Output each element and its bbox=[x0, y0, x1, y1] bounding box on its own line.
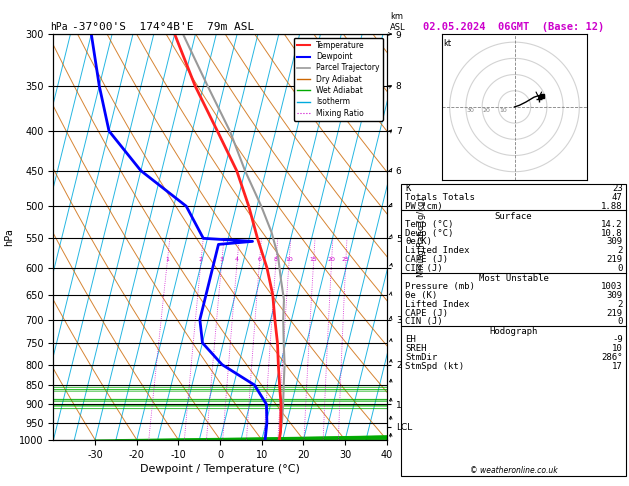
Text: 3: 3 bbox=[220, 257, 224, 262]
Text: Dewp (°C): Dewp (°C) bbox=[405, 228, 454, 238]
Text: Hodograph: Hodograph bbox=[489, 327, 538, 336]
Text: 2: 2 bbox=[199, 257, 203, 262]
Text: 4: 4 bbox=[235, 257, 239, 262]
Text: 17: 17 bbox=[612, 362, 623, 371]
Text: 219: 219 bbox=[606, 255, 623, 264]
Text: Most Unstable: Most Unstable bbox=[479, 274, 548, 283]
Text: 10: 10 bbox=[285, 257, 293, 262]
X-axis label: Dewpoint / Temperature (°C): Dewpoint / Temperature (°C) bbox=[140, 464, 300, 474]
Text: © weatheronline.co.uk: © weatheronline.co.uk bbox=[470, 466, 557, 475]
Text: 0: 0 bbox=[617, 264, 623, 273]
Text: 309: 309 bbox=[606, 291, 623, 300]
Text: 6: 6 bbox=[257, 257, 262, 262]
Text: Temp (°C): Temp (°C) bbox=[405, 220, 454, 229]
Text: K: K bbox=[405, 184, 411, 193]
Text: 25: 25 bbox=[342, 257, 350, 262]
Text: 2: 2 bbox=[617, 246, 623, 255]
Text: 20: 20 bbox=[483, 108, 491, 113]
Text: 30: 30 bbox=[467, 108, 475, 113]
Text: Pressure (mb): Pressure (mb) bbox=[405, 282, 475, 291]
Text: -37°00'S  174°4B'E  79m ASL: -37°00'S 174°4B'E 79m ASL bbox=[72, 21, 255, 32]
Text: 14.2: 14.2 bbox=[601, 220, 623, 229]
Text: 2: 2 bbox=[617, 300, 623, 309]
Text: SREH: SREH bbox=[405, 344, 426, 353]
Text: CAPE (J): CAPE (J) bbox=[405, 309, 448, 317]
Text: StmDir: StmDir bbox=[405, 353, 437, 362]
Legend: Temperature, Dewpoint, Parcel Trajectory, Dry Adiabat, Wet Adiabat, Isotherm, Mi: Temperature, Dewpoint, Parcel Trajectory… bbox=[294, 38, 383, 121]
Text: 10: 10 bbox=[499, 108, 507, 113]
Text: 8: 8 bbox=[274, 257, 278, 262]
Text: Lifted Index: Lifted Index bbox=[405, 300, 470, 309]
Text: 0: 0 bbox=[617, 317, 623, 327]
Text: 02.05.2024  06GMT  (Base: 12): 02.05.2024 06GMT (Base: 12) bbox=[423, 21, 604, 32]
Text: CAPE (J): CAPE (J) bbox=[405, 255, 448, 264]
Text: 10: 10 bbox=[612, 344, 623, 353]
Text: hPa: hPa bbox=[50, 21, 68, 32]
Text: 20: 20 bbox=[328, 257, 335, 262]
Text: km
ASL: km ASL bbox=[390, 12, 406, 32]
Text: 1: 1 bbox=[165, 257, 169, 262]
Text: 286°: 286° bbox=[601, 353, 623, 362]
Text: Totals Totals: Totals Totals bbox=[405, 193, 475, 202]
Text: EH: EH bbox=[405, 335, 416, 344]
Text: 47: 47 bbox=[612, 193, 623, 202]
Text: 219: 219 bbox=[606, 309, 623, 317]
Text: 1.88: 1.88 bbox=[601, 202, 623, 211]
Text: Mixing Ratio (g/kg): Mixing Ratio (g/kg) bbox=[417, 197, 426, 277]
Text: PW (cm): PW (cm) bbox=[405, 202, 443, 211]
Y-axis label: hPa: hPa bbox=[4, 228, 14, 246]
Text: θe(K): θe(K) bbox=[405, 238, 432, 246]
Text: CIN (J): CIN (J) bbox=[405, 264, 443, 273]
Text: CIN (J): CIN (J) bbox=[405, 317, 443, 327]
Text: 23: 23 bbox=[612, 184, 623, 193]
Text: 10.8: 10.8 bbox=[601, 228, 623, 238]
Text: 309: 309 bbox=[606, 238, 623, 246]
Text: 1003: 1003 bbox=[601, 282, 623, 291]
Text: Lifted Index: Lifted Index bbox=[405, 246, 470, 255]
Text: θe (K): θe (K) bbox=[405, 291, 437, 300]
Text: Surface: Surface bbox=[495, 212, 532, 221]
Text: kt: kt bbox=[443, 39, 452, 48]
Text: 15: 15 bbox=[309, 257, 318, 262]
Text: -9: -9 bbox=[612, 335, 623, 344]
Text: StmSpd (kt): StmSpd (kt) bbox=[405, 362, 464, 371]
